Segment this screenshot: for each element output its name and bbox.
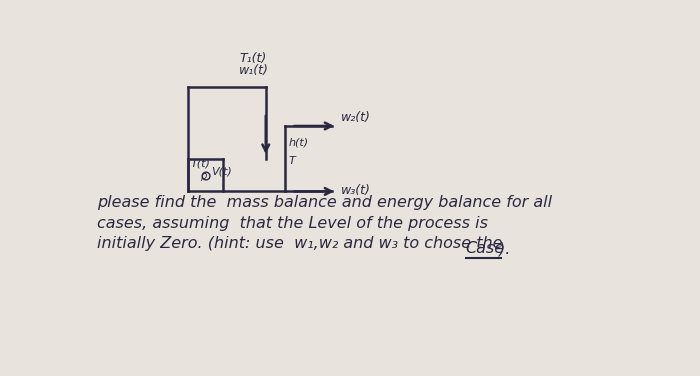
Text: T: T — [289, 156, 295, 167]
Text: T(t): T(t) — [190, 158, 211, 168]
Text: V(t): V(t) — [211, 167, 232, 176]
Text: w₂(t): w₂(t) — [341, 111, 371, 124]
Text: w₁(t): w₁(t) — [239, 64, 270, 77]
Text: Case: Case — [466, 241, 505, 256]
Text: ).: ). — [499, 241, 510, 256]
Text: w₃(t): w₃(t) — [341, 184, 371, 197]
Text: cases, assuming  that the Level of the process is: cases, assuming that the Level of the pr… — [97, 215, 488, 230]
Text: T₁(t): T₁(t) — [239, 52, 267, 65]
Text: ρ: ρ — [201, 171, 207, 181]
Text: please find the  mass balance and energy balance for all: please find the mass balance and energy … — [97, 195, 552, 210]
Text: initially Zero. (hint: use  w₁,w₂ and w₃ to chose the: initially Zero. (hint: use w₁,w₂ and w₃ … — [97, 237, 508, 252]
Text: h(t): h(t) — [289, 137, 309, 147]
